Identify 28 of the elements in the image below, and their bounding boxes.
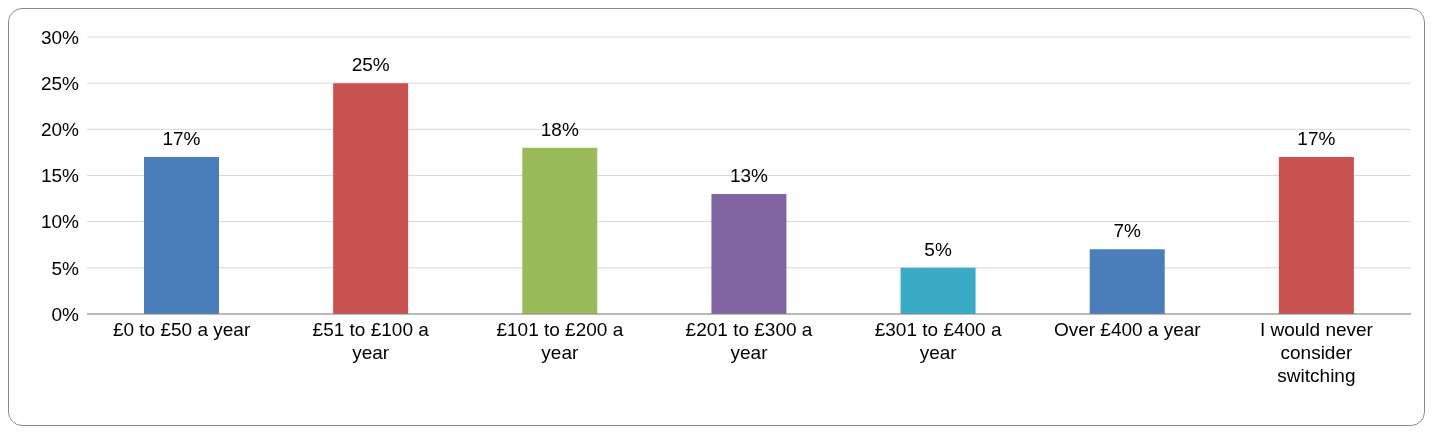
bar <box>1278 157 1354 314</box>
data-label: 18% <box>540 118 579 140</box>
data-label: 13% <box>729 164 769 186</box>
x-tick-label: £101 to £200 a year <box>496 319 624 363</box>
bar <box>900 267 976 314</box>
y-tick-label: 25% <box>40 72 80 94</box>
data-label: 25% <box>351 54 390 76</box>
y-tick-label: 10% <box>40 211 80 233</box>
bar <box>333 83 409 314</box>
x-tick-label: I would never consider switching <box>1259 319 1374 386</box>
bar <box>1089 249 1165 314</box>
x-tick-label: £51 to £100 a year <box>312 319 430 363</box>
x-tick-label: Over £400 a year <box>1053 319 1202 340</box>
data-label: 17% <box>162 128 201 150</box>
y-tick-label: 20% <box>40 119 80 141</box>
data-label: 5% <box>924 238 952 260</box>
bar <box>144 157 219 314</box>
data-label: 7% <box>1113 220 1142 242</box>
bar <box>711 193 787 314</box>
y-tick-label: 15% <box>40 165 80 187</box>
y-tick-label: 0% <box>51 303 80 325</box>
bar <box>522 147 598 314</box>
x-tick-label: £201 to £300 a year <box>685 319 813 363</box>
y-tick-label: 30% <box>40 26 80 48</box>
x-tick-label: £301 to £400 a year <box>874 319 1002 363</box>
y-tick-label: 5% <box>51 257 80 279</box>
x-tick-label: £0 to £50 a year <box>112 319 251 340</box>
data-label: 17% <box>1297 128 1336 150</box>
